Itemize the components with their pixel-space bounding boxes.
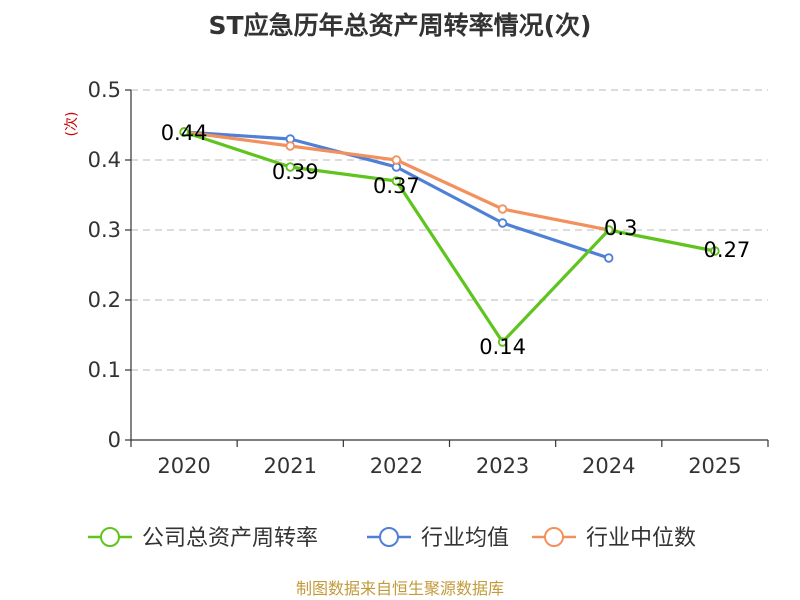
data-point <box>391 155 402 165</box>
data-point <box>285 162 295 172</box>
series <box>179 127 720 347</box>
data-point <box>285 141 295 151</box>
data-label: 0.3 <box>604 216 637 240</box>
data-label: 0.14 <box>479 335 526 359</box>
legend-item[interactable]: 公司总资产周转率 <box>88 526 318 551</box>
legend-marker <box>379 527 399 547</box>
chart-title: ST应急历年总资产周转率情况(次) <box>209 11 592 40</box>
y-tick-label: 0 <box>108 428 121 452</box>
y-tick-label: 0.5 <box>88 78 121 102</box>
axes: 0 0.1 0.2 0.3 0.4 0.5 2020 2021 2022 2023 2024 2025 <box>88 78 769 478</box>
data-point <box>497 204 508 214</box>
data-point <box>391 176 402 186</box>
data-point <box>604 253 614 263</box>
data-label: 0.27 <box>704 238 751 262</box>
y-tick-label: 0.1 <box>88 358 121 382</box>
legend-marker <box>544 527 564 547</box>
x-tick-label: 2021 <box>264 454 317 478</box>
x-tick-label: 2023 <box>476 454 529 478</box>
data-label: 0.44 <box>161 121 208 145</box>
x-tick-label: 2024 <box>582 454 635 478</box>
legend-marker <box>100 527 120 547</box>
legend: 公司总资产周转率 行业均值 行业中位数 <box>88 526 696 551</box>
legend-item[interactable]: 行业均值 <box>367 526 509 551</box>
data-label: 0.39 <box>272 160 319 184</box>
x-tick-label: 2020 <box>157 454 210 478</box>
data-point <box>604 225 614 235</box>
grid <box>131 89 768 371</box>
x-tick-label: 2022 <box>370 454 423 478</box>
data-point <box>497 337 508 347</box>
legend-label: 行业中位数 <box>586 526 696 551</box>
series-line <box>183 130 716 344</box>
y-tick-label: 0.3 <box>88 218 121 242</box>
y-tick-label: 0.2 <box>88 288 121 312</box>
x-tick-label: 2025 <box>688 454 741 478</box>
data-point <box>497 218 508 228</box>
y-axis-label: (次) <box>64 112 80 137</box>
data-point <box>179 127 189 137</box>
data-label: 0.37 <box>373 174 420 198</box>
source-note: 制图数据来自恒生聚源数据库 <box>296 579 504 598</box>
legend-label: 公司总资产周转率 <box>142 526 318 551</box>
data-point <box>710 246 720 256</box>
y-tick-label: 0.4 <box>88 148 121 172</box>
legend-label: 行业均值 <box>421 526 509 551</box>
data-labels: 0.44 0.39 0.37 0.14 0.3 0.27 <box>161 121 751 359</box>
legend-item[interactable]: 行业中位数 <box>532 526 696 551</box>
